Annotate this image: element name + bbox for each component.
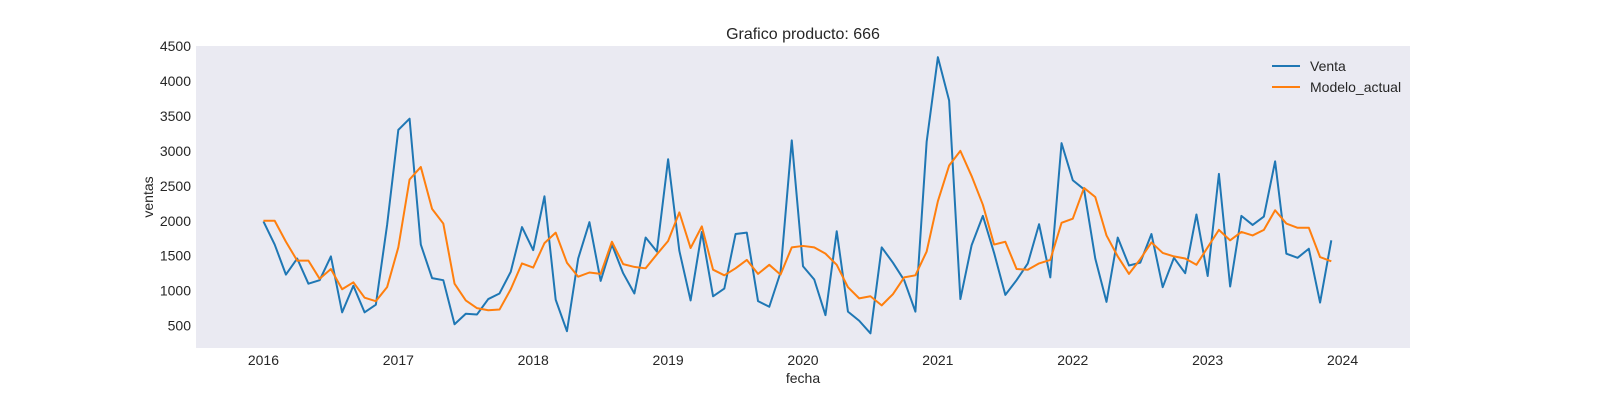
legend-label-venta: Venta <box>1310 58 1346 74</box>
y-tick-label: 2000 <box>160 213 191 229</box>
x-tick-label: 2020 <box>787 352 818 368</box>
x-tick-label: 2017 <box>383 352 414 368</box>
x-tick-label: 2023 <box>1192 352 1223 368</box>
x-axis-ticks: 2016 2017 2018 2019 2020 2021 2022 2023 2024 <box>248 352 1358 368</box>
y-tick-label: 3500 <box>160 108 191 124</box>
x-tick-label: 2016 <box>248 352 279 368</box>
chart-title: Grafico producto: 666 <box>726 26 880 43</box>
legend: Venta Modelo_actual <box>1272 58 1401 95</box>
y-tick-label: 1000 <box>160 283 191 299</box>
x-tick-label: 2018 <box>518 352 549 368</box>
x-tick-label: 2024 <box>1327 352 1358 368</box>
series-layer <box>262 56 1333 335</box>
x-tick-label: 2021 <box>922 352 953 368</box>
x-tick-label: 2022 <box>1057 352 1088 368</box>
legend-item-modelo-actual: Modelo_actual <box>1272 79 1401 95</box>
y-tick-label: 1500 <box>160 248 191 264</box>
legend-item-venta: Venta <box>1272 58 1346 74</box>
y-axis-label: ventas <box>140 176 156 217</box>
y-tick-label: 4000 <box>160 73 191 89</box>
y-axis-ticks: 500 1000 1500 2000 2500 3000 3500 4000 4500 <box>160 38 191 334</box>
plot-area <box>196 46 1410 348</box>
y-tick-label: 2500 <box>160 178 191 194</box>
series-line-modelo-actual <box>263 149 1332 312</box>
x-axis-label: fecha <box>786 370 820 386</box>
x-tick-label: 2019 <box>653 352 684 368</box>
y-tick-label: 3000 <box>160 143 191 159</box>
y-tick-label: 500 <box>168 318 192 334</box>
legend-label-modelo-actual: Modelo_actual <box>1310 79 1401 95</box>
y-tick-label: 4500 <box>160 38 191 54</box>
